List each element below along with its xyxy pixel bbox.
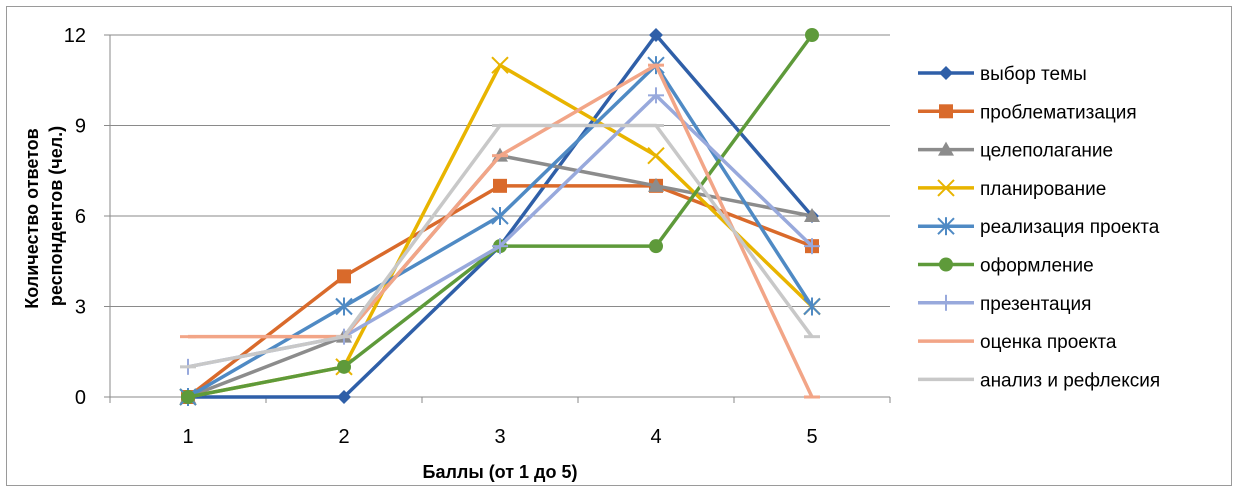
y-axis-title-line-1: Количество ответов: [22, 128, 42, 309]
series-9: [180, 123, 820, 369]
legend-label: оформление: [980, 256, 1094, 277]
series-4: [179, 56, 821, 406]
legend-swatch-marker: [938, 141, 954, 156]
y-tick-label: 0: [75, 387, 86, 409]
data-point: [181, 390, 195, 404]
marker-stroke: [491, 56, 509, 74]
data-point: [805, 28, 819, 42]
data-point: [804, 238, 820, 255]
x-tick-label: 4: [650, 426, 661, 448]
legend-label: презентация: [980, 294, 1091, 315]
series-7: [180, 87, 820, 375]
legend-item: анализ и рефлексия: [918, 370, 1160, 391]
legend-swatch-marker: [939, 104, 953, 119]
marker-stroke: [647, 146, 665, 165]
data-point: [337, 390, 351, 404]
data-point: [335, 297, 353, 316]
y-tick-label: 3: [75, 297, 86, 319]
y-axis-title: Количество ответов респондентов (чел.): [22, 123, 66, 309]
data-point: [492, 238, 508, 255]
legend-label: реализация проекта: [980, 217, 1160, 238]
x-axis-title: Баллы (от 1 до 5): [423, 462, 578, 482]
data-point: [337, 359, 351, 374]
legend-item: реализация проекта: [918, 217, 1160, 238]
legend-item: выбор темы: [918, 64, 1087, 85]
data-point: [648, 177, 664, 192]
legend-swatch-marker: [938, 294, 954, 311]
legend-item: проблематизация: [918, 102, 1137, 123]
data-point: [493, 178, 507, 193]
series-8: [180, 63, 820, 399]
series: [179, 28, 821, 406]
data-point: [803, 297, 821, 316]
data-point: [648, 87, 664, 104]
legend-swatch-marker: [937, 179, 955, 197]
series-5: [179, 56, 821, 406]
data-point: [804, 208, 820, 222]
y-tick-label: 6: [75, 206, 86, 228]
y-axis-title-line-2: респондентов (чел.): [46, 126, 66, 306]
data-point: [491, 56, 509, 74]
marker-stroke: [937, 179, 955, 197]
legend-label: выбор темы: [980, 64, 1087, 85]
legend-item: презентация: [918, 294, 1091, 315]
legend-item: планирование: [918, 179, 1106, 200]
x-tick-label: 3: [494, 426, 505, 448]
data-point: [649, 28, 663, 42]
legend-label: планирование: [980, 179, 1106, 200]
legend-label: анализ и рефлексия: [980, 370, 1160, 391]
y-tick-label: 12: [64, 25, 86, 47]
legend-label: оценка проекта: [980, 332, 1117, 353]
legend-swatch-marker: [937, 217, 955, 236]
legend-swatch-marker: [939, 257, 953, 272]
x-tick-label: 1: [182, 426, 193, 448]
data-point: [649, 239, 663, 254]
x-tick-label: 2: [338, 426, 349, 448]
legend-item: оценка проекта: [918, 332, 1117, 353]
y-tick-label: 9: [75, 116, 86, 138]
legend-swatch-marker: [939, 66, 953, 80]
legend: выбор темы проблематизация целеполагание пл…: [918, 64, 1160, 391]
legend-label: целеполагание: [980, 141, 1113, 162]
x-tick-label: 5: [806, 426, 817, 448]
legend-item: оформление: [918, 256, 1094, 277]
data-point: [491, 207, 509, 225]
legend-label: проблематизация: [980, 102, 1137, 123]
data-point: [337, 269, 351, 284]
data-point: [647, 146, 665, 165]
legend-item: целеполагание: [918, 141, 1113, 162]
